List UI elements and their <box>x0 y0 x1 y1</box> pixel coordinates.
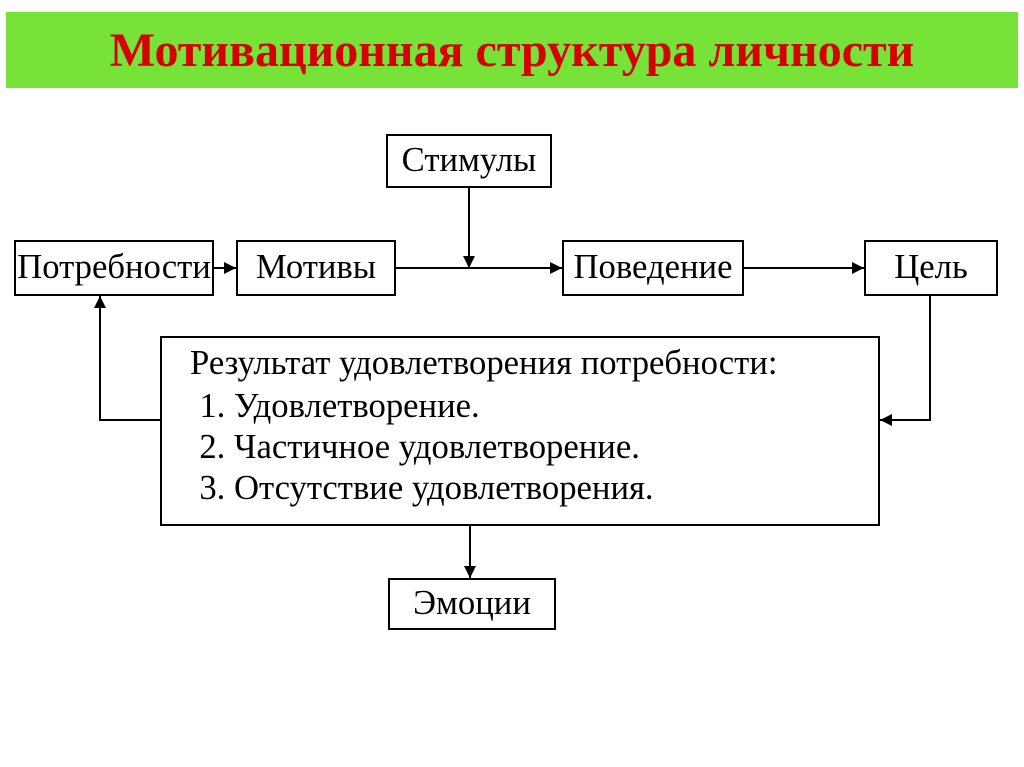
node-needs-label: Потребности <box>17 248 211 288</box>
result-title: Результат удовлетворения потребности: <box>190 344 862 383</box>
title-banner: Мотивационная структура личности <box>6 12 1018 88</box>
result-item-3: Отсутствие удовлетворения. <box>234 469 862 508</box>
node-needs: Потребности <box>14 240 214 296</box>
node-behavior-label: Поведение <box>574 248 733 288</box>
node-stimuli: Стимулы <box>386 134 552 188</box>
node-goal: Цель <box>864 240 998 296</box>
node-goal-label: Цель <box>894 248 968 288</box>
result-list: Удовлетворение. Частичное удовлетворение… <box>234 387 862 508</box>
node-motives-label: Мотивы <box>256 248 376 288</box>
node-result: Результат удовлетворения потребности: Уд… <box>160 336 880 526</box>
node-stimuli-label: Стимулы <box>402 141 537 181</box>
result-item-1: Удовлетворение. <box>234 387 862 426</box>
node-emotions: Эмоции <box>388 578 556 630</box>
result-item-2: Частичное удовлетворение. <box>234 428 862 467</box>
page-title: Мотивационная структура личности <box>110 23 914 78</box>
node-emotions-label: Эмоции <box>413 584 531 624</box>
node-motives: Мотивы <box>236 240 396 296</box>
node-behavior: Поведение <box>562 240 744 296</box>
